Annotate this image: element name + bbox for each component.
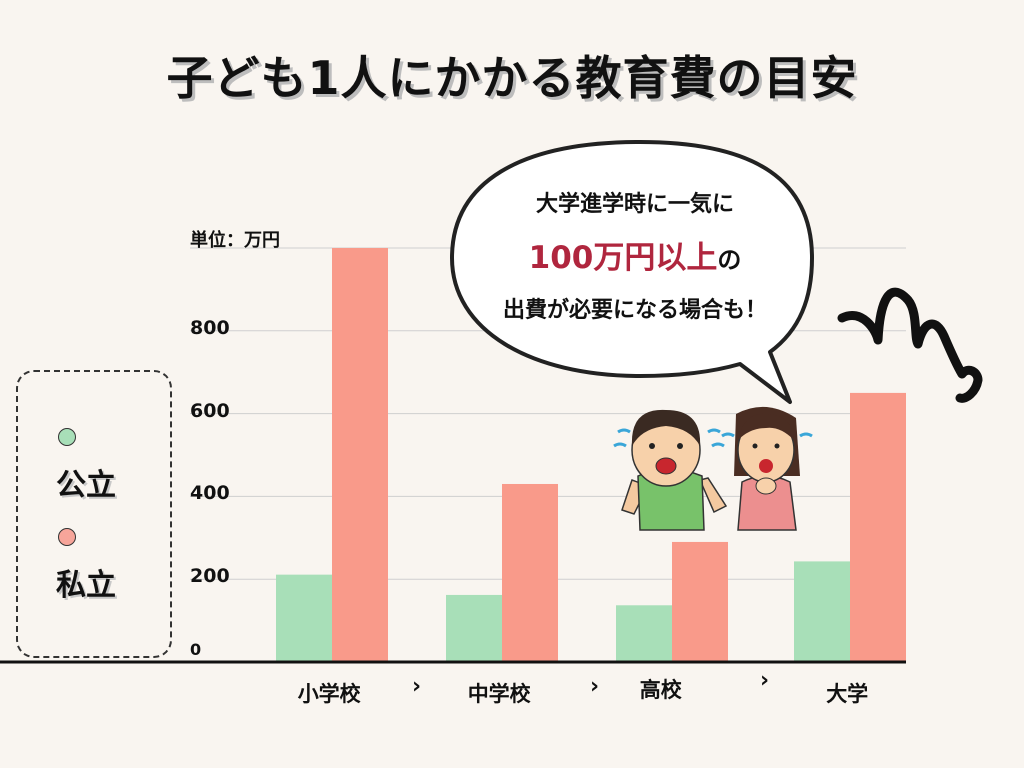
arrow-icon: › (590, 674, 600, 699)
arrow-icon: › (412, 674, 422, 699)
legend-dot-public (58, 428, 76, 446)
bar-public-2 (616, 605, 672, 662)
speech-bubble (450, 140, 814, 404)
bar-private-1 (502, 483, 558, 662)
legend-label-private: 私立 (56, 568, 116, 603)
bubble-line-2: 100万円以上の (470, 232, 800, 277)
x-category-label: 大学 (826, 682, 869, 706)
bar-public-0 (276, 574, 332, 662)
y-tick-label: 400 (190, 482, 230, 505)
y-tick-label: 800 (190, 316, 230, 339)
shock-scribble-icon (837, 287, 983, 403)
bubble-line-3: 出費が必要になる場合も！ (502, 298, 767, 323)
bars (276, 248, 906, 662)
chart-title: 子ども1人にかかる教育費の目安 (166, 51, 858, 105)
legend-dot-private (58, 528, 76, 546)
bar-private-0 (332, 248, 388, 662)
bubble-line-2-suffix: の (717, 246, 742, 274)
y-tick-label: 200 (190, 565, 230, 588)
bar-private-2 (672, 541, 728, 662)
legend: 公立 私立 (16, 370, 172, 658)
bubble-line-1: 大学進学時に一気に (535, 192, 734, 217)
x-category-label: 中学校 (467, 682, 531, 706)
x-category-label: 高校 (639, 678, 682, 702)
bubble-highlight: 100万円以上 (528, 240, 718, 276)
arrow-icon: › (760, 668, 770, 693)
x-category-label: 小学校 (297, 682, 361, 706)
bar-private-3 (850, 392, 906, 662)
surprised-girl-icon (721, 406, 813, 531)
bar-public-1 (446, 594, 502, 662)
y-tick-label: 600 (190, 399, 230, 422)
y-tick-label: 0 (190, 640, 202, 659)
unit-label: 単位：万円 (190, 230, 280, 251)
legend-label-public: 公立 (56, 468, 116, 503)
bar-public-3 (794, 561, 850, 662)
surprised-boy-icon (613, 409, 728, 531)
